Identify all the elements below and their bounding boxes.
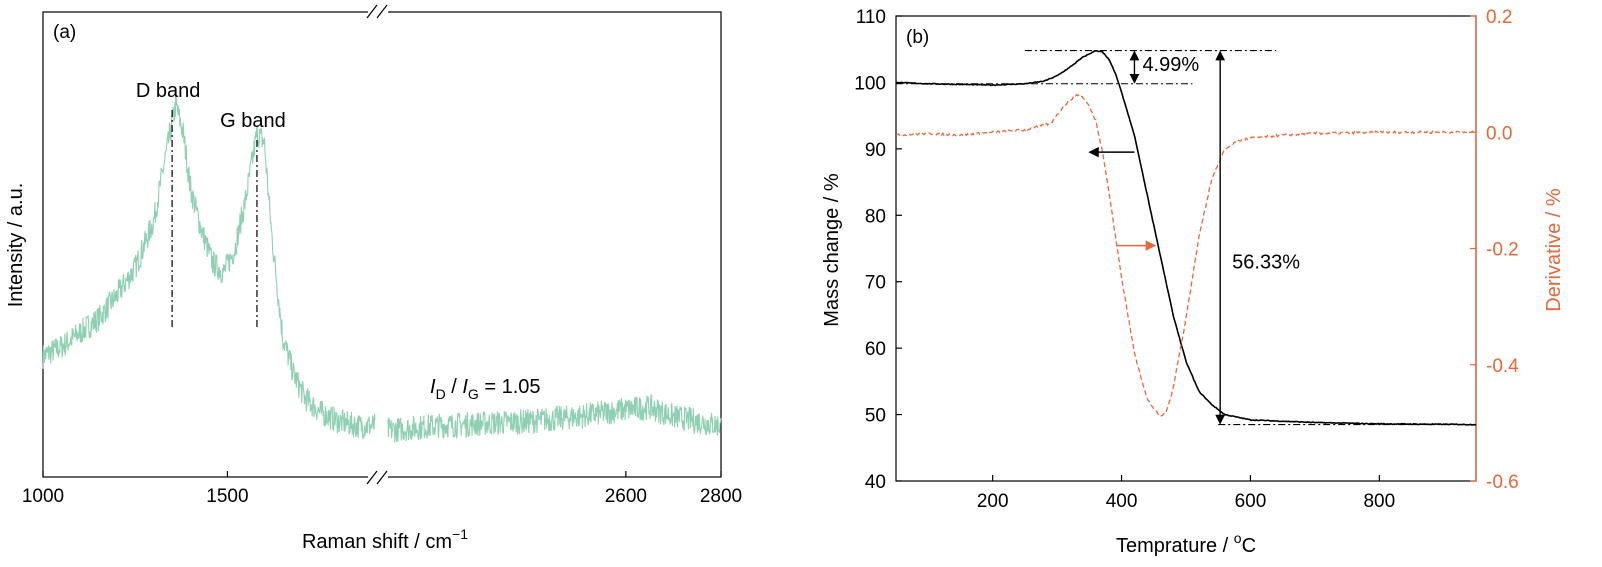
raman-tick-label-1-1: 2800 [700, 486, 742, 507]
tga-right-tick-label-1: -0.4 [1486, 356, 1519, 377]
mass-change-line [895, 49, 1476, 426]
tga-left-tick-label-2: 60 [865, 339, 886, 360]
tga-right-tick-label-3: 0.0 [1486, 123, 1512, 144]
raman-series-line-0 [42, 94, 376, 439]
tga-left-tick-label-4: 80 [865, 206, 886, 227]
tga-panel-label: (b) [906, 27, 929, 48]
raman-x-axis-label: Raman shift / cm−1 [302, 526, 468, 553]
tga-x-label-text: Temprature / [1116, 535, 1234, 557]
ratio-sub2: G [468, 386, 479, 402]
peak-label-1: G band [220, 110, 286, 132]
tga-x-label-tail: C [1242, 535, 1256, 557]
tga-x-axis-label: Temprature / oC [1116, 530, 1256, 557]
tga-left-y-ticks: 40 50 60 70 80 90 100 110 [854, 7, 902, 493]
raman-series-line-1 [387, 394, 722, 443]
tga-right-y-ticks: -0.6 -0.4 -0.2 0.0 0.2 [1470, 7, 1519, 493]
derivative-line [895, 93, 1477, 417]
raman-peaks-group: D band G band [136, 80, 286, 330]
tga-left-tick-label-0: 40 [865, 472, 886, 493]
tga-x-label-super: o [1234, 530, 1242, 546]
axis-break-top [366, 4, 388, 20]
tga-right-tick-label-0: -0.6 [1486, 472, 1519, 493]
tga-left-y-axis-label: Mass change / % [821, 173, 843, 327]
tga-right-tick-label-2: -0.2 [1486, 240, 1519, 261]
raman-x-ticks: 1000 1500 2600 2800 [22, 471, 742, 507]
tga-left-tick-label-3: 70 [865, 273, 886, 294]
raman-tick-label-1-0: 2600 [605, 486, 647, 507]
tga-left-tick-label-1: 50 [865, 406, 886, 427]
tga-x-tick-label-1: 400 [1106, 491, 1138, 512]
ratio-value: = 1.05 [479, 376, 541, 398]
tga-x-tick-label-0: 200 [977, 491, 1009, 512]
tga-annotations-group: 4.99% 56.33% [896, 49, 1473, 426]
tga-x-ticks: 200 400 600 800 [977, 475, 1395, 512]
axis-break-bottom [366, 470, 388, 486]
raman-series-group [42, 94, 722, 443]
ratio-slash: / [446, 376, 463, 398]
tga-right-tick-label-4: 0.2 [1486, 7, 1512, 28]
tga-x-tick-label-2: 600 [1235, 491, 1267, 512]
peak-label-0: D band [136, 80, 201, 102]
raman-tick-label-0-1: 1500 [206, 486, 248, 507]
tga-series-group [895, 49, 1477, 426]
id-ig-ratio-label: ID / IG = 1.05 [430, 376, 541, 402]
raman-x-label-text: Raman shift / cm [302, 531, 452, 553]
raman-chart: (a) D band G band 1000 1500 2600 2800 Intens… [5, 4, 742, 553]
tga-left-tick-label-7: 110 [856, 7, 886, 28]
raman-panel-label: (a) [53, 22, 76, 43]
ratio-i2: I [462, 376, 468, 398]
tga-chart: (b) 40 50 60 70 80 90 100 110 -0.6 -0.4 -0.2 0.0 0.… [821, 7, 1565, 557]
tga-left-tick-label-6: 100 [854, 73, 886, 94]
raman-y-axis-label: Intensity / a.u. [5, 183, 27, 308]
mass-loss-label-2: 56.33% [1232, 251, 1300, 273]
raman-x-label-superscript: −1 [452, 526, 468, 542]
ratio-i1: I [430, 376, 436, 398]
raman-tick-label-0-0: 1000 [22, 486, 64, 507]
tga-left-tick-label-5: 90 [865, 140, 886, 161]
tga-right-y-axis-label: Derivative / % [1543, 188, 1565, 312]
mass-loss-label-1: 4.99% [1142, 54, 1199, 76]
tga-x-tick-label-3: 800 [1363, 491, 1395, 512]
ratio-sub1: D [436, 386, 446, 402]
